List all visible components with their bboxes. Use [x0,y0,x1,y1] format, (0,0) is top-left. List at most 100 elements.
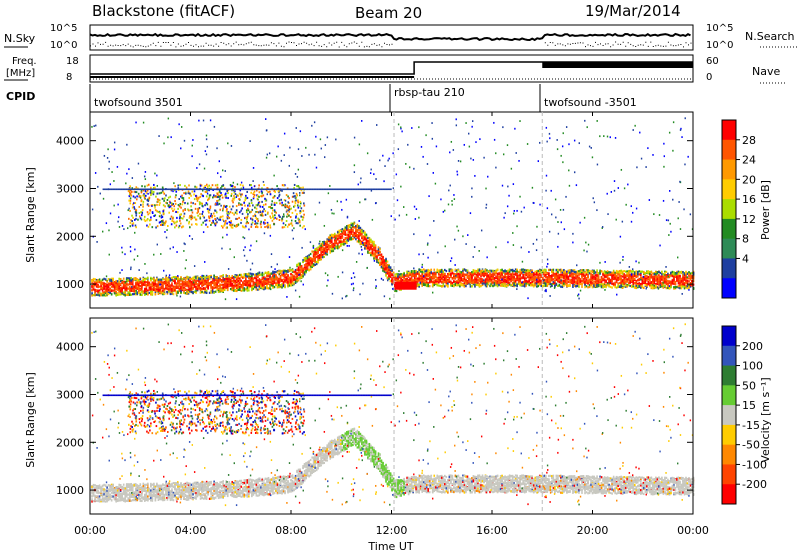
power-point [189,284,191,287]
power-point [343,232,345,235]
power-point [128,287,131,290]
power-point [498,282,500,286]
power-point [365,233,368,236]
power-point [148,291,151,294]
power-point [276,271,279,274]
power-point [321,250,324,254]
power-point [329,234,332,237]
power-point [219,286,221,289]
power-point [427,285,430,288]
power-point [121,279,124,283]
power-point [567,280,570,284]
power-point [257,279,259,282]
power-point [174,275,176,279]
power-point [309,267,312,270]
power-point [356,234,359,237]
power-point [321,256,324,259]
power-point [370,247,372,251]
power-point [92,286,95,289]
power-point [605,285,607,289]
power-point [383,267,386,270]
power-point [343,239,345,242]
power-point [490,280,493,283]
power-point [187,289,190,293]
power-point [388,266,390,269]
power-point [450,275,452,278]
power-point [92,284,95,287]
power-point [492,269,494,272]
power-point [383,270,386,273]
power-point [478,282,481,285]
power-point [121,287,124,290]
power-point [428,277,431,280]
power-point [567,271,570,274]
power-point [163,290,166,293]
power-point [315,262,318,265]
power-point [564,277,567,280]
power-point [216,277,218,280]
power-point [229,280,232,283]
power-point [232,286,235,290]
power-point [169,291,172,294]
power-point [597,281,600,285]
power-point [453,280,455,283]
power-point [144,290,146,293]
power-point [614,274,616,277]
power-point [567,277,570,281]
power-point [410,280,413,283]
power-point [367,244,369,247]
power-point [312,254,315,258]
power-point [156,279,158,282]
power-point [502,275,505,278]
power-point [131,280,134,283]
power-point [231,287,234,290]
power-point [401,275,404,279]
power-point [136,284,139,287]
power-point [326,253,329,256]
power-point [618,281,621,285]
power-point [481,269,484,272]
power-point [148,284,151,287]
power-point [285,272,288,275]
power-point [522,284,525,287]
power-point [581,273,583,276]
power-point [198,278,200,281]
power-point [410,278,413,281]
power-point [511,268,514,271]
power-point [312,263,315,266]
power-point [335,234,338,237]
power-point [150,293,152,296]
power-point [282,270,285,273]
power-point [198,287,200,290]
power-point [130,293,133,296]
power-point [151,293,154,296]
power-point [481,274,484,277]
power-point [210,280,212,284]
power-point [260,273,262,276]
power-point [361,235,363,238]
power-point [558,276,561,279]
power-point [440,272,443,276]
power-point [119,290,122,293]
power-point [248,286,250,289]
power-point [578,276,580,279]
power-point [419,268,422,271]
power-point [291,280,294,283]
power-point [442,280,445,283]
power-point [422,268,425,271]
power-point [501,268,503,271]
power-point [453,273,455,277]
power-point [97,281,99,284]
power-point [128,293,131,296]
power-point [608,273,610,276]
power-point [275,275,277,278]
power-point [532,285,535,288]
power-point [288,280,291,283]
power-point [487,275,490,278]
power-point [187,291,190,294]
power-point [124,288,127,292]
power-point [210,291,212,294]
power-point [465,273,467,276]
power-point [169,285,172,288]
power-point [474,279,476,282]
